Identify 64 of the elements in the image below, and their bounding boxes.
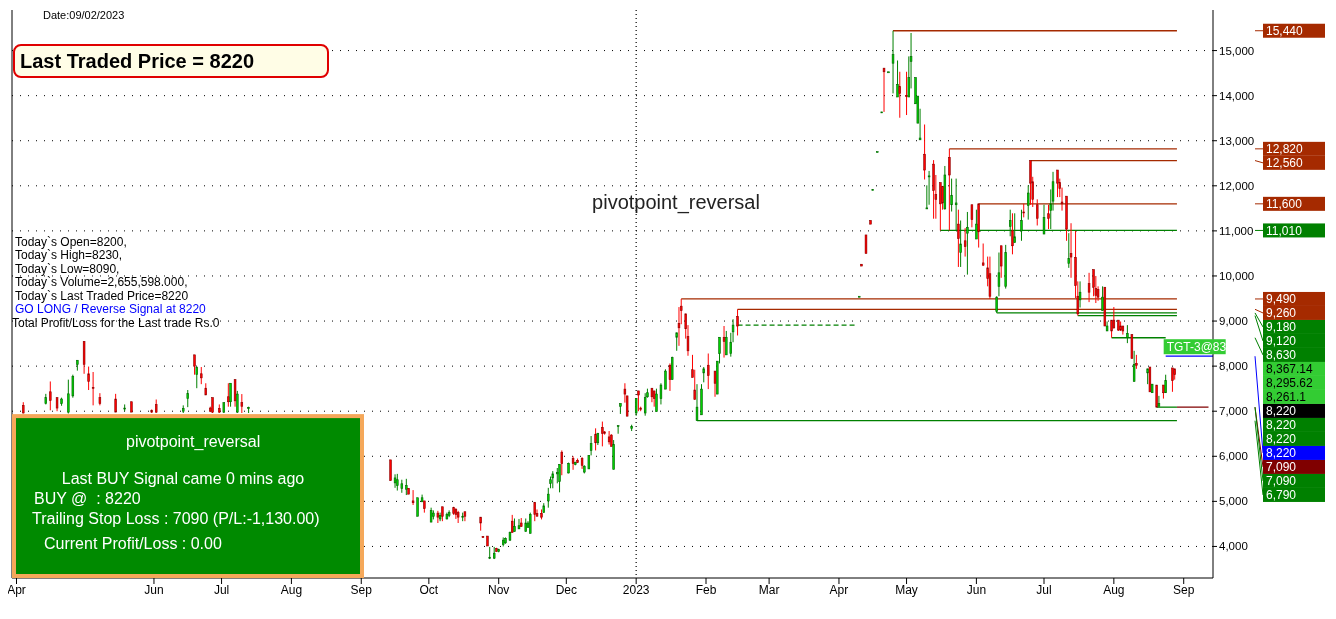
- x-tick-label: Dec: [555, 583, 577, 597]
- text: 8,220: [1266, 446, 1297, 461]
- x-tick-label: 2023: [622, 583, 650, 597]
- x-tick-label: Nov: [488, 583, 510, 597]
- text: 8,295.62: [1266, 376, 1314, 391]
- annotation: Today`s Open=8200,: [15, 234, 127, 249]
- y-tick-label: 5,000: [1219, 495, 1248, 508]
- y-tick-label: 8,000: [1219, 360, 1248, 373]
- x-tick-label: Apr: [7, 583, 26, 597]
- text: 6,790: [1266, 488, 1297, 503]
- legend-label: 9,120: [1266, 334, 1297, 349]
- text: 8,220: [1266, 404, 1297, 419]
- text: pivotpoint_reversal: [592, 190, 760, 214]
- y-tick-label: 7,000: [1219, 405, 1248, 418]
- legend-label: 12,560: [1266, 156, 1304, 171]
- y-tick-label: 13,000: [1219, 134, 1255, 147]
- y-tick-label: 15,000: [1219, 44, 1255, 57]
- x-tick-label: Feb: [695, 583, 717, 597]
- x-tick-label: Mar: [758, 583, 780, 597]
- annotation: Last BUY Signal came 0 mins ago: [61, 470, 305, 488]
- text: 8,220: [1266, 432, 1297, 447]
- y-tick-label: 4,000: [1219, 540, 1248, 553]
- x-tick-label: Sep: [350, 583, 373, 597]
- x-tick-label: Aug: [280, 583, 303, 597]
- annotation: Today`s High=8230,: [15, 248, 123, 263]
- annotation: pivotpoint_reversal: [126, 433, 261, 452]
- legend-label: 9,490: [1266, 292, 1297, 307]
- text: 8,261.1: [1266, 390, 1307, 405]
- x-tick-label: Jul: [213, 583, 230, 597]
- text: 7,090: [1266, 474, 1297, 489]
- x-tick-label: Apr: [829, 583, 849, 597]
- legend-label: 11,600: [1266, 197, 1303, 212]
- annotation: Trailing Stop Loss : 7090 (P/L:-1,130.00): [32, 510, 320, 528]
- y-tick-label: 9,000: [1219, 315, 1248, 328]
- y-tick-label: 6,000: [1219, 450, 1248, 463]
- legend-label: 12,820: [1266, 142, 1304, 157]
- x-tick-label: Aug: [1103, 583, 1125, 597]
- text: 8,220: [1266, 418, 1297, 433]
- annotation: Total Profit/Loss for the Last trade Rs.0: [12, 315, 220, 330]
- annotation: Current Profit/Loss : 0.00: [44, 535, 222, 553]
- y-tick-label: 12,000: [1219, 179, 1255, 192]
- x-tick-label: Sep: [1173, 583, 1195, 597]
- legend-label: 9,180: [1266, 320, 1297, 335]
- x-tick-label: Jul: [1036, 583, 1052, 597]
- legend-label: 9,260: [1266, 306, 1297, 321]
- text: 8,367.14: [1266, 362, 1314, 377]
- annotation: Today`s Last Traded Price=8220: [15, 288, 189, 303]
- annotation: Date:09/02/2023: [43, 9, 125, 21]
- x-tick-label: May: [895, 583, 918, 597]
- annotation: GO LONG / Reverse Signal at 8220: [15, 302, 207, 317]
- text: 8,630: [1266, 348, 1297, 363]
- annotation: Today`s Volume=2,655,598.000,: [15, 275, 188, 290]
- x-tick-label: Oct: [419, 583, 439, 597]
- annotation: Last Traded Price = 8220: [20, 50, 255, 72]
- legend-label: 15,440: [1266, 24, 1304, 39]
- y-tick-label: 10,000: [1219, 269, 1255, 282]
- y-tick-label: 11,000: [1219, 224, 1254, 237]
- legend-label: 11,010: [1266, 223, 1303, 238]
- x-tick-label: Jun: [966, 583, 987, 597]
- text: 7,090: [1266, 460, 1297, 475]
- y-tick-label: 14,000: [1219, 89, 1255, 102]
- annotation: BUY @ : 8220: [34, 490, 141, 508]
- x-tick-label: Jun: [144, 583, 164, 597]
- annotation: Today`s Low=8090,: [15, 261, 120, 276]
